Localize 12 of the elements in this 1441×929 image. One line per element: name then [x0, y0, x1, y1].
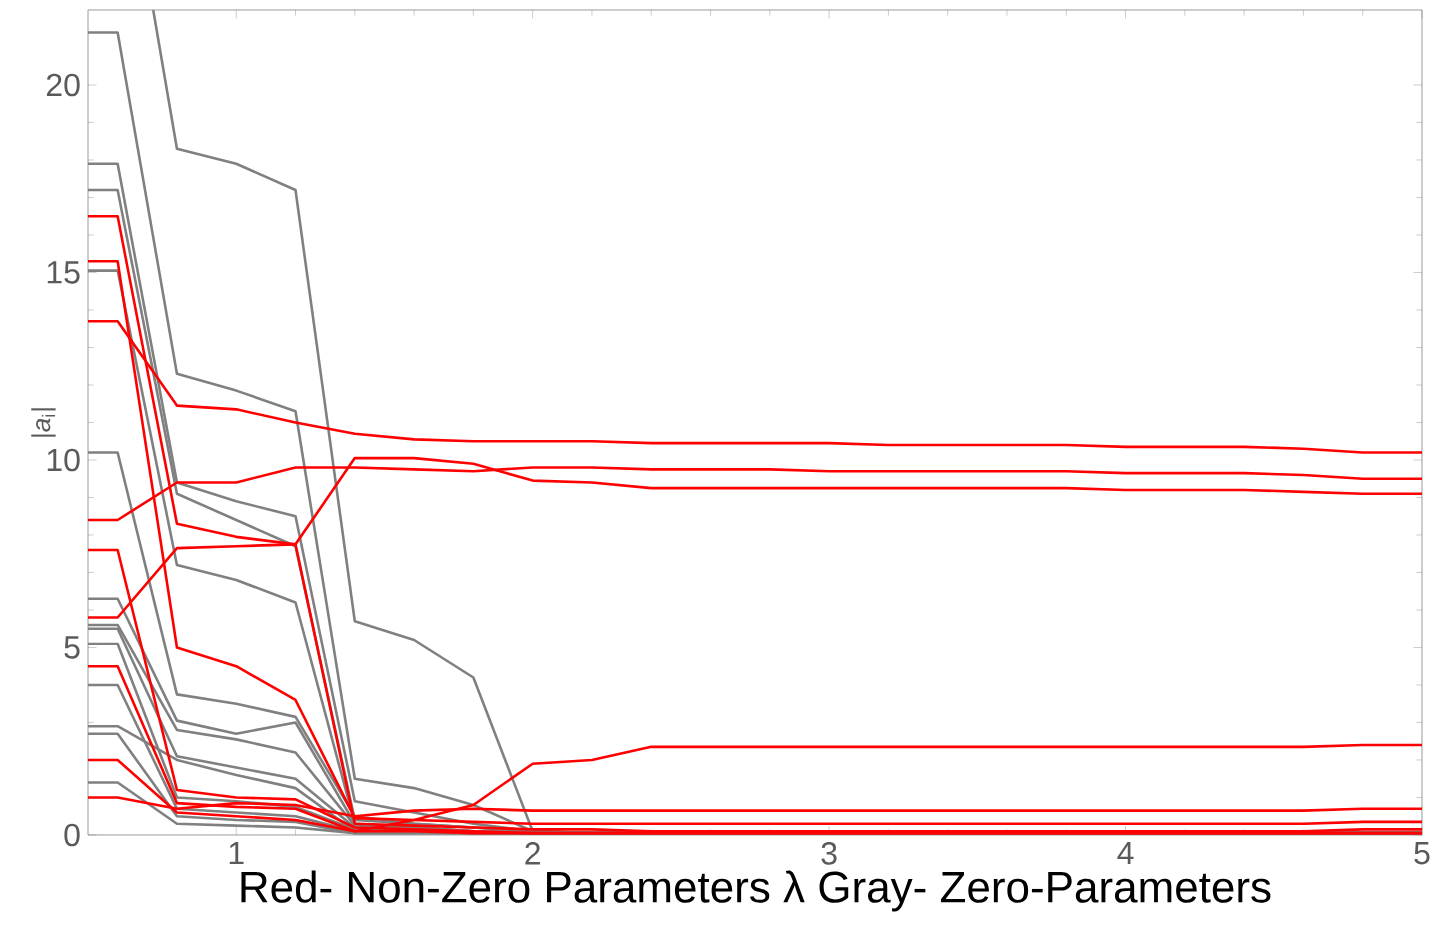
y-tick-label: 10 [47, 448, 80, 472]
x-tick-label: 3 [821, 842, 837, 865]
x-axis-title: Red- Non-Zero Parameters λ Gray- Zero-Parameters [241, 870, 1271, 912]
y-tick-label: 20 [46, 73, 80, 97]
x-tick-label: 5 [1414, 842, 1430, 865]
y-axis-title: |a$_{i}$| [31, 408, 56, 437]
x-tick-label: 2 [525, 842, 540, 865]
y-tick-label: 5 [64, 636, 80, 659]
x-tick-label: 4 [1117, 842, 1134, 865]
y-tick-label: 15 [47, 261, 80, 284]
y-tick-label: 0 [64, 823, 80, 847]
x-tick-label: 1 [229, 842, 244, 865]
